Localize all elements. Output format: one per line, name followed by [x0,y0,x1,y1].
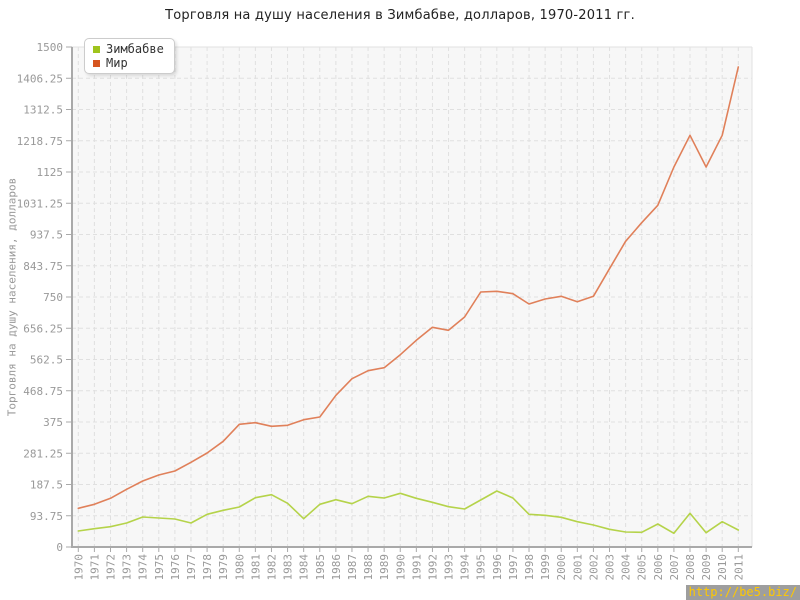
x-tick-label: 1977 [185,554,198,581]
x-tick-label: 2006 [652,554,665,581]
legend-label-zimbabwe: Зимбабве [106,42,164,56]
y-tick-label: 750 [43,291,63,304]
x-tick-label: 2009 [700,554,713,581]
x-tick-label: 2007 [668,554,681,581]
x-tick-label: 1972 [104,554,117,581]
watermark-link[interactable]: http://be5.biz/ [685,585,800,600]
x-tick-label: 1980 [233,554,246,581]
x-tick-label: 1971 [88,554,101,581]
chart-title: Торговля на душу населения в Зимбабве, д… [165,8,635,23]
y-tick-label: 1312.5 [23,104,63,117]
x-tick-label: 1975 [153,554,166,581]
x-tick-label: 1985 [314,554,327,581]
y-tick-label: 468.75 [23,385,63,398]
x-tick-label: 1979 [217,554,230,581]
y-tick-label: 1218.75 [17,135,63,148]
x-tick-label: 1978 [201,554,214,581]
x-tick-label: 2005 [636,554,649,581]
series-line-world [77,66,740,510]
x-tick-label: 1974 [137,554,150,581]
x-tick-label: 1987 [346,554,359,581]
x-tick-label: 1992 [426,554,439,581]
y-tick-label: 281.25 [23,447,63,460]
y-tick-label: 0 [56,541,63,554]
x-tick-label: 1986 [330,554,343,581]
y-tick-label: 375 [43,416,63,429]
x-tick-label: 1984 [298,554,311,581]
x-tick-label: 1998 [523,554,536,581]
y-tick-label: 1031.25 [17,197,63,210]
x-tick-label: 1999 [539,554,552,581]
x-tick-label: 1991 [410,554,423,581]
legend-item-world: Мир [93,56,164,70]
legend-marker-world-icon [93,59,100,67]
x-tick-label: 1981 [249,554,262,581]
x-tick-label: 1970 [72,554,85,581]
y-tick-label: 187.5 [30,479,63,492]
x-tick-label: 1995 [475,554,488,581]
x-tick-label: 1988 [362,554,375,581]
x-tick-label: 1990 [394,554,407,581]
y-tick-label: 93.75 [30,510,63,523]
x-tick-label: 1976 [169,554,182,581]
x-tick-label: 1982 [265,554,278,581]
x-tick-label: 1989 [378,554,391,581]
y-axis-title: Торговля на душу населения, долларов [5,177,19,417]
legend: Зимбабве Мир [84,38,175,74]
y-tick-label: 656.25 [23,322,63,335]
x-tick-label: 2010 [716,554,729,581]
x-tick-label: 1973 [121,554,134,581]
x-tick-label: 2008 [684,554,697,581]
y-tick-label: 562.5 [30,354,63,367]
x-tick-label: 1993 [443,554,456,581]
series-line-zimbabwe [77,490,740,535]
y-tick-label: 1406.25 [17,72,63,85]
x-tick-label: 2004 [620,554,633,581]
x-tick-label: 1994 [459,554,472,581]
y-tick-label: 843.75 [23,260,63,273]
legend-marker-zimbabwe-icon [93,45,100,53]
x-tick-label: 2002 [587,554,600,581]
x-tick-label: 1983 [282,554,295,581]
y-tick-label: 937.5 [30,229,63,242]
x-tick-label: 2011 [732,554,745,581]
x-tick-label: 2000 [555,554,568,581]
x-tick-label: 1996 [491,554,504,581]
x-tick-label: 1997 [507,554,520,581]
legend-item-zimbabwe: Зимбабве [93,42,164,56]
y-tick-label: 1500 [37,41,64,54]
y-tick-label: 1125 [37,166,64,179]
x-tick-label: 2003 [604,554,617,581]
x-tick-label: 2001 [571,554,584,581]
legend-label-world: Мир [106,56,128,70]
